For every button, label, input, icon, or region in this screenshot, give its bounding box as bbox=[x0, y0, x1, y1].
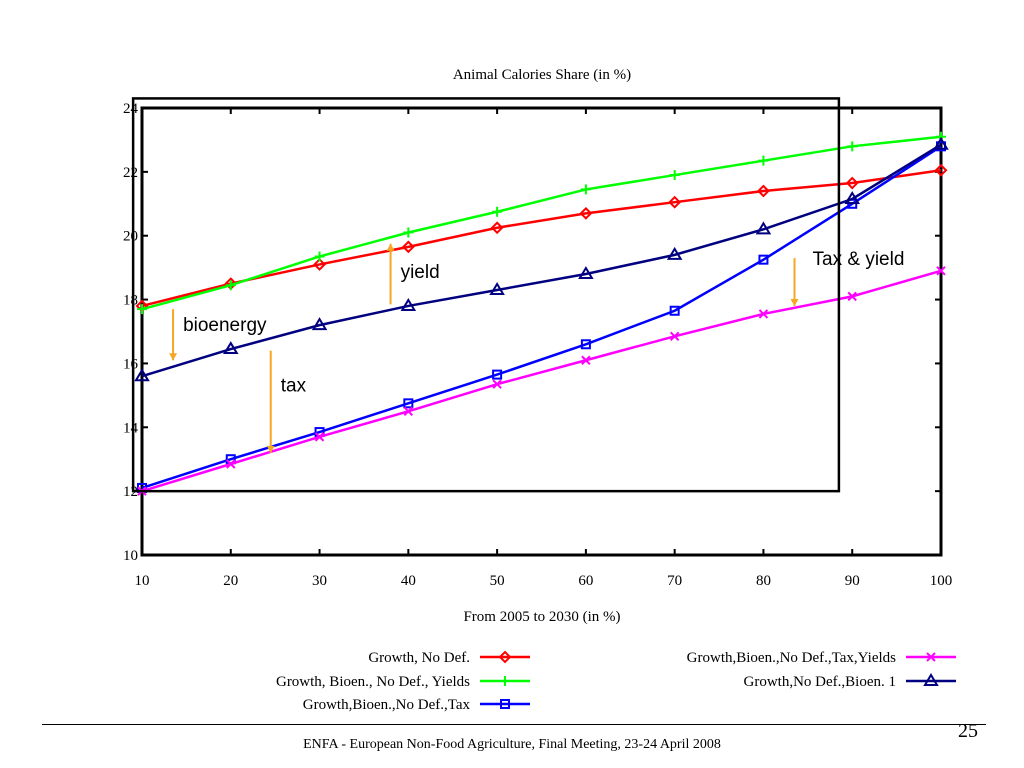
data-point-series-5 bbox=[666, 246, 683, 260]
data-point-series-2 bbox=[492, 206, 503, 217]
yield-arrowhead bbox=[386, 243, 395, 251]
legend-item: Growth,No Def.,Bioen. 1 bbox=[744, 673, 956, 690]
y-tick-label: 20 bbox=[123, 229, 138, 245]
y-tick-label: 10 bbox=[123, 548, 138, 564]
bioenergy-arrowhead bbox=[169, 353, 178, 361]
data-point-series-4 bbox=[581, 355, 591, 365]
yield-label: yield bbox=[401, 262, 440, 283]
data-point-series-5 bbox=[311, 317, 328, 331]
data-point-series-2 bbox=[225, 280, 236, 291]
legend-item: Growth,Bioen.,No Def.,Tax,Yields bbox=[687, 650, 956, 666]
legend-swatch-marker bbox=[923, 673, 939, 686]
y-tick-label: 24 bbox=[123, 101, 139, 117]
data-point-series-5 bbox=[844, 191, 860, 204]
tax-yield-label: Tax & yield bbox=[813, 249, 905, 270]
data-point-series-1 bbox=[845, 176, 859, 190]
legend-swatch-marker bbox=[926, 652, 936, 662]
data-point-series-1 bbox=[401, 240, 415, 254]
data-point-series-1 bbox=[934, 163, 948, 177]
series-line-2 bbox=[141, 135, 942, 311]
data-point-series-3 bbox=[669, 305, 680, 316]
series-line-5 bbox=[141, 143, 942, 378]
x-tick-label: 80 bbox=[756, 573, 771, 589]
x-tick-label: 70 bbox=[667, 573, 682, 589]
footer-divider bbox=[42, 724, 986, 725]
data-point-series-3 bbox=[758, 254, 769, 265]
y-tick-label: 14 bbox=[123, 420, 139, 436]
chart-title: Animal Calories Share (in %) bbox=[453, 67, 631, 83]
tax-arrowhead bbox=[266, 445, 275, 453]
data-point-series-4 bbox=[226, 459, 236, 469]
data-point-series-1 bbox=[490, 221, 504, 235]
legend-label: Growth,No Def.,Bioen. 1 bbox=[744, 674, 896, 690]
data-point-series-5 bbox=[578, 266, 594, 280]
legend-item: Growth,Bioen.,No Def.,Tax bbox=[303, 697, 530, 713]
y-tick-label: 18 bbox=[123, 293, 138, 309]
data-point-series-2 bbox=[403, 227, 414, 238]
data-point-series-2 bbox=[847, 141, 858, 152]
series-line-3 bbox=[141, 145, 942, 490]
highlight-box bbox=[131, 97, 841, 493]
legend-item: Growth, No Def. bbox=[368, 650, 530, 666]
x-tick-label: 90 bbox=[845, 573, 860, 589]
x-tick-label: 30 bbox=[312, 573, 327, 589]
x-tick-label: 20 bbox=[223, 573, 238, 589]
data-point-series-4 bbox=[847, 291, 857, 302]
data-point-series-5 bbox=[223, 341, 239, 355]
x-tick-label: 10 bbox=[135, 573, 150, 589]
x-axis-label: From 2005 to 2030 (in %) bbox=[463, 609, 620, 625]
plot-frame bbox=[140, 106, 943, 557]
legend-label: Growth,Bioen.,No Def.,Tax bbox=[303, 697, 471, 713]
tax-label: tax bbox=[281, 376, 307, 397]
data-point-series-4 bbox=[492, 379, 502, 389]
legend-swatch-marker bbox=[498, 650, 512, 664]
legend-swatch-marker bbox=[500, 676, 510, 686]
legend-swatch-marker bbox=[500, 699, 510, 709]
page-number: 25 bbox=[958, 720, 978, 742]
data-point-series-1 bbox=[579, 206, 593, 220]
data-point-series-2 bbox=[314, 251, 325, 262]
tax-yield-arrowhead bbox=[790, 298, 799, 306]
plot-area: 10 20 30 40 50 60 70 80 90 1001012141618202224bio… bbox=[123, 97, 953, 589]
data-point-series-5 bbox=[933, 136, 949, 150]
x-tick-label: 40 bbox=[401, 573, 416, 589]
data-point-series-2 bbox=[758, 155, 769, 166]
data-point-series-1 bbox=[313, 258, 326, 271]
data-point-series-4 bbox=[936, 266, 946, 276]
data-point-series-5 bbox=[755, 221, 772, 235]
data-point-series-2 bbox=[137, 304, 147, 315]
legend-label: Growth,Bioen.,No Def.,Tax,Yields bbox=[687, 650, 896, 666]
series-line-1 bbox=[141, 169, 942, 308]
footer-text: ENFA - European Non-Food Agriculture, Fi… bbox=[303, 737, 721, 752]
legend-label: Growth, Bioen., No Def., Yields bbox=[276, 674, 470, 690]
legend: Growth, No Def. Growth, Bioen., No Def., … bbox=[276, 650, 956, 713]
series-line-4 bbox=[141, 269, 942, 493]
data-point-series-5 bbox=[134, 368, 150, 382]
data-point-series-5 bbox=[489, 282, 505, 295]
data-point-series-3 bbox=[403, 398, 414, 409]
y-tick-label: 22 bbox=[123, 165, 138, 181]
y-tick-label: 16 bbox=[123, 356, 139, 372]
data-point-series-4 bbox=[758, 309, 769, 319]
x-tick-label: 100 bbox=[930, 573, 953, 589]
data-point-series-5 bbox=[400, 298, 417, 311]
data-point-series-1 bbox=[757, 184, 770, 198]
data-point-series-3 bbox=[580, 339, 591, 350]
x-tick-label: 50 bbox=[490, 573, 505, 589]
legend-item: Growth, Bioen., No Def., Yields bbox=[276, 674, 530, 690]
data-point-series-1 bbox=[668, 195, 682, 209]
data-point-series-4 bbox=[403, 406, 414, 417]
x-tick-label: 60 bbox=[578, 573, 593, 589]
legend-label: Growth, No Def. bbox=[368, 650, 470, 666]
data-point-series-4 bbox=[669, 331, 680, 341]
data-point-series-2 bbox=[669, 170, 680, 181]
data-point-series-4 bbox=[314, 432, 325, 442]
data-point-series-3 bbox=[492, 369, 503, 380]
data-point-series-2 bbox=[580, 184, 591, 195]
bioenergy-label: bioenergy bbox=[183, 315, 267, 336]
